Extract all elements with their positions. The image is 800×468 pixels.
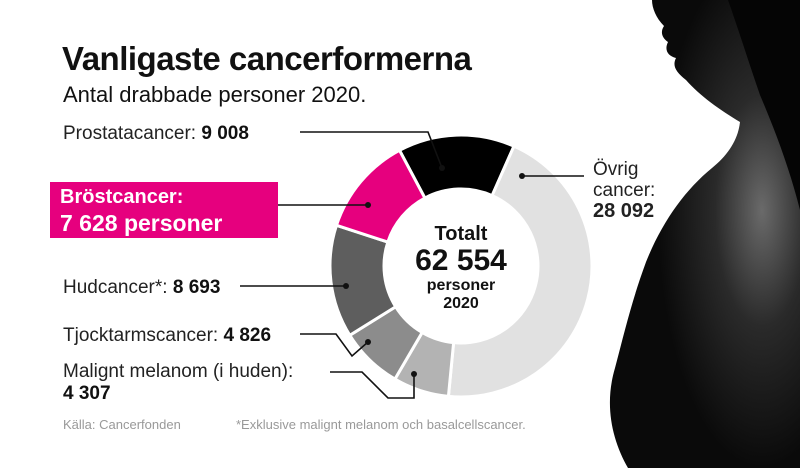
dot-tjocktarm: [365, 339, 371, 345]
label-melanom-value: 4 307: [63, 384, 111, 403]
leader-dots: [343, 165, 525, 377]
dot-melanom: [411, 371, 417, 377]
label-hud: Hudcancer*: 8 693: [63, 278, 220, 297]
dot-ovrig: [519, 173, 525, 179]
total-line3: personer: [426, 277, 496, 294]
footnote: *Exklusive malignt melanom och basalcell…: [236, 417, 526, 432]
label-ovrig-value: 28 092: [593, 200, 655, 223]
label-melanom-value-text: 4 307: [63, 383, 111, 404]
silhouette-shape: [609, 0, 800, 468]
label-ovrig-line1: Övrig: [593, 159, 639, 180]
label-tjocktarm-name: Tjocktarmscancer:: [63, 325, 219, 346]
leader-lines: [240, 131, 584, 399]
label-hud-name: Hudcancer*:: [63, 277, 168, 298]
leader-line-melanom: [330, 371, 415, 399]
dot-prostata: [439, 165, 445, 171]
chart-title: Vanligaste cancerformerna: [62, 40, 472, 77]
donut-slices: [328, 133, 594, 399]
total-line4: 2020: [443, 295, 479, 312]
donut-slice-bröstcancer: [334, 148, 427, 244]
label-tjocktarm-value: 4 826: [223, 325, 272, 346]
label-prostata-value: 9 008: [201, 123, 249, 144]
label-brost-value: 7 628 personer: [60, 210, 223, 236]
donut-center-total: Totalt 62 554 personer 2020: [386, 224, 536, 312]
label-brost-highlight: Bröstcancer: 7 628 personer: [50, 182, 278, 238]
label-ovrig: Övrig cancer: 28 092: [593, 159, 656, 223]
label-hud-value: 8 693: [172, 277, 221, 298]
label-tjocktarm: Tjocktarmscancer: 4 826: [63, 326, 271, 345]
label-prostata-name: Prostatacancer:: [63, 123, 197, 144]
label-ovrig-line2: cancer:: [593, 179, 656, 201]
label-prostata: Prostatacancer: 9 008: [63, 124, 249, 143]
label-brost-name: Bröstcancer:: [60, 186, 184, 208]
donut-slice-övrig-cancer: [446, 144, 594, 399]
dot-brost: [365, 202, 371, 208]
leader-line-prostata: [300, 131, 443, 169]
total-line1: Totalt: [434, 223, 488, 245]
dot-hud: [343, 283, 349, 289]
source-note: Källa: Cancerfonden: [63, 417, 181, 432]
label-melanom-name: Malignt melanom (i huden):: [63, 361, 294, 382]
leader-line-tjocktarm: [300, 333, 369, 358]
hair-shape: [728, 0, 800, 210]
total-line2: 62 554: [415, 244, 507, 277]
chart-subtitle: Antal drabbade personer 2020.: [63, 82, 367, 107]
